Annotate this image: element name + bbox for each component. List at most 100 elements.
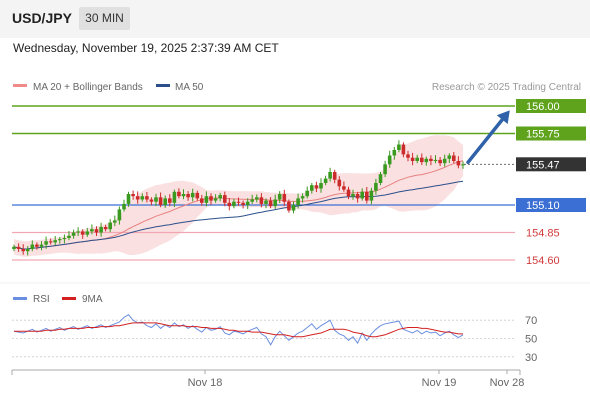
candle-body [328, 172, 332, 179]
candle-body [310, 185, 314, 191]
ma50-legend-swatch [156, 84, 170, 87]
candle-body [48, 241, 53, 243]
candle-body [410, 157, 415, 161]
candle-body [67, 235, 71, 238]
x-tick-label-0: Nov 18 [188, 377, 223, 389]
candle-body [424, 158, 429, 163]
candle-body [163, 198, 167, 205]
candle-body [58, 239, 62, 241]
candle-body [442, 158, 447, 164]
candle-body [223, 195, 227, 203]
candle-body [236, 201, 241, 203]
candle-body [369, 190, 374, 201]
candle-body [90, 229, 94, 232]
candle-body [122, 203, 126, 210]
candle-body [264, 200, 268, 204]
bollinger-band [14, 135, 463, 257]
candle-body [113, 220, 117, 223]
level-label-bg-155.75 [516, 126, 586, 141]
ma9-legend-label: 9MA [82, 294, 103, 305]
candle-body [456, 161, 461, 166]
candle-body [190, 192, 195, 198]
candle-body [25, 249, 30, 252]
candle-body [323, 178, 328, 183]
candle-body [319, 183, 323, 189]
candle-body [365, 191, 369, 201]
candle-body [461, 164, 465, 166]
candle-body [383, 164, 387, 175]
candle-body [16, 246, 21, 249]
candle-body [255, 197, 259, 200]
candle-body [204, 196, 209, 203]
candle-body [131, 194, 135, 197]
candle-body [282, 194, 287, 202]
candle-body [149, 199, 154, 202]
candle-body [296, 198, 300, 205]
candle-body [305, 190, 309, 197]
candle-body [103, 227, 108, 230]
candle-body [401, 144, 406, 155]
level-label-156.00: 156.00 [526, 101, 560, 113]
candle-body [140, 196, 145, 200]
candle-body [21, 249, 25, 252]
candle-body [209, 196, 213, 201]
candle-body [186, 194, 190, 198]
candle-body [429, 158, 433, 161]
candle-body [337, 179, 342, 187]
candle-body [406, 154, 410, 158]
rsi-level-label-30: 30 [525, 352, 537, 364]
level-label-154.60: 154.60 [526, 255, 560, 267]
candle-body [355, 194, 360, 199]
candle-body [241, 202, 245, 205]
level-label-154.85: 154.85 [526, 228, 560, 240]
ma50-legend-label: MA 50 [175, 82, 204, 93]
candle-body [71, 232, 76, 236]
candle-body [44, 241, 48, 245]
level-label-bg-155.10 [516, 198, 586, 212]
candle-body [397, 144, 401, 150]
candle-body [135, 196, 140, 200]
candle-body [213, 198, 218, 201]
ma20-legend-label: MA 20 + Bollinger Bands [33, 82, 143, 93]
timestamp: Wednesday, November 19, 2025 2:37:39 AM … [13, 41, 279, 55]
candle-body [181, 194, 186, 197]
candle-body [346, 189, 351, 197]
candle-body [342, 186, 346, 190]
candle-body [392, 150, 397, 156]
level-label-155.10: 155.10 [526, 200, 560, 212]
level-label-155.75: 155.75 [526, 129, 560, 141]
candle-body [12, 246, 16, 249]
candle-body [227, 202, 232, 207]
ma20-legend-swatch [13, 84, 27, 87]
target-arrow-shaft [466, 113, 508, 165]
candle-body [94, 229, 99, 233]
target-arrow-head [496, 110, 510, 125]
candle-body [145, 196, 149, 200]
ma50-line [13, 180, 464, 250]
candle-body [158, 197, 163, 205]
candle-body [438, 159, 442, 164]
rsi-level-label-70: 70 [525, 315, 537, 327]
rsi-ma9-line [14, 322, 463, 338]
candle-body [232, 201, 236, 207]
candle-body [85, 231, 90, 235]
candle-body [387, 155, 392, 165]
candle-body [374, 183, 378, 191]
candle-body [53, 240, 57, 243]
candle-body [287, 201, 291, 211]
candle-body [62, 238, 67, 240]
currency-pair: USD/JPY [12, 10, 72, 26]
timeframe-button[interactable]: 30 MIN [79, 7, 130, 30]
candle-body [452, 155, 456, 161]
candle-body [250, 199, 254, 202]
candle-body [277, 194, 282, 200]
candle-body [332, 172, 337, 180]
candle-body [360, 191, 364, 199]
candle-body [80, 231, 85, 235]
candle-body [154, 197, 158, 202]
candle-body [117, 209, 122, 221]
candle-body [300, 196, 305, 199]
candle-body [268, 200, 273, 207]
